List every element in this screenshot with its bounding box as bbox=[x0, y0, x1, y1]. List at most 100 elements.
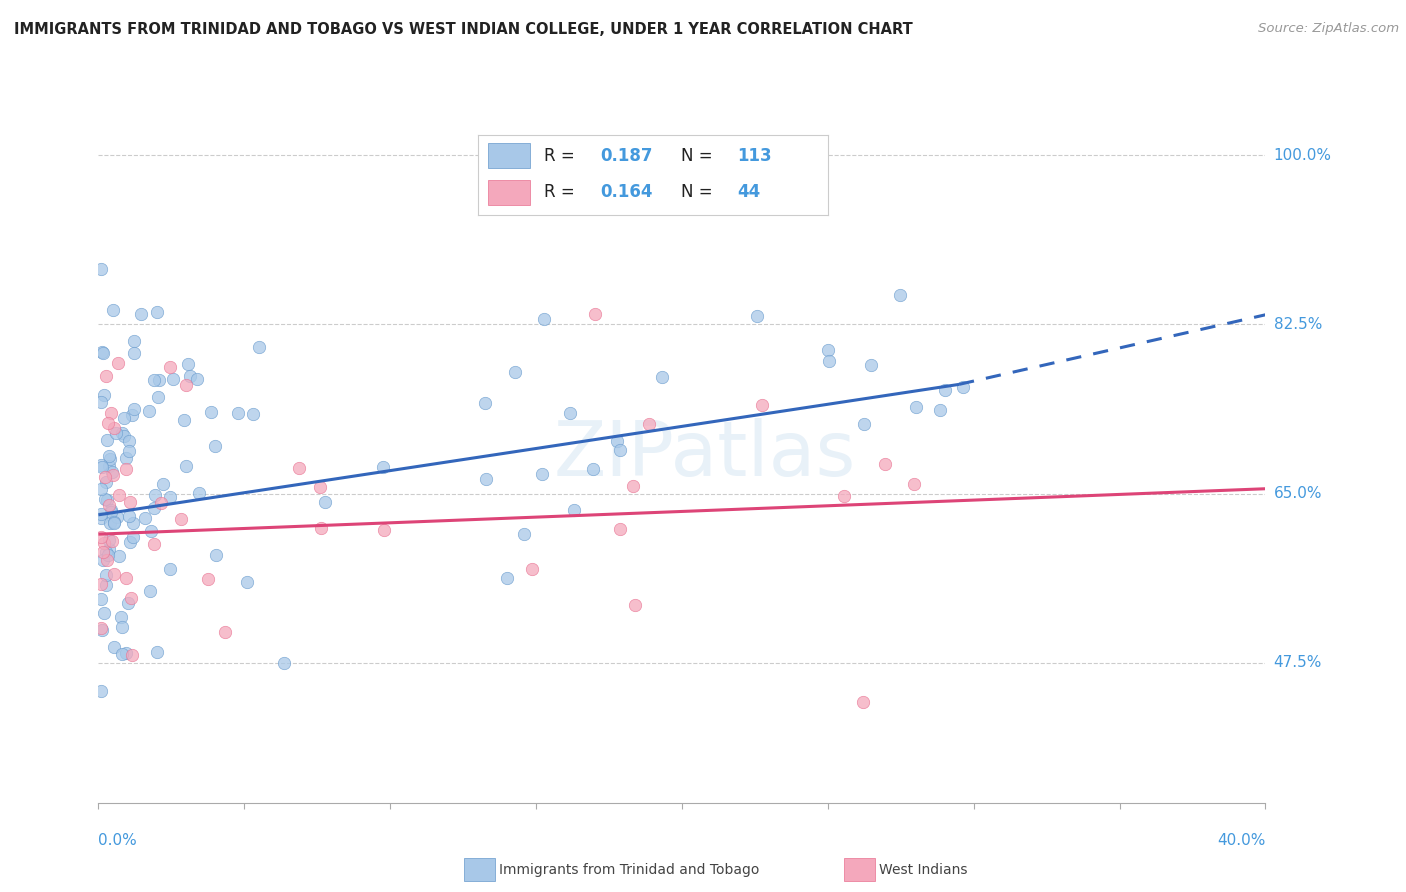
Point bbox=[112, 411, 135, 425]
Point bbox=[122, 345, 145, 359]
Point bbox=[503, 365, 526, 379]
Point bbox=[97, 498, 120, 512]
Point bbox=[624, 598, 647, 612]
Point bbox=[889, 288, 911, 302]
Point bbox=[853, 417, 876, 432]
Point bbox=[93, 536, 115, 550]
Text: Source: ZipAtlas.com: Source: ZipAtlas.com bbox=[1258, 22, 1399, 36]
Point bbox=[94, 475, 117, 490]
Point bbox=[173, 413, 195, 427]
Point bbox=[122, 402, 145, 417]
Point bbox=[288, 461, 311, 475]
Point bbox=[852, 695, 875, 709]
Point bbox=[159, 359, 181, 374]
Text: R =: R = bbox=[544, 146, 581, 165]
Point bbox=[122, 516, 145, 531]
Point bbox=[96, 433, 118, 447]
Point bbox=[103, 421, 125, 435]
Point bbox=[204, 548, 226, 562]
Point bbox=[103, 516, 125, 530]
Point bbox=[226, 406, 249, 420]
Point bbox=[159, 562, 181, 576]
Point bbox=[96, 493, 118, 508]
Point bbox=[875, 457, 897, 471]
Point bbox=[97, 541, 120, 556]
Point bbox=[143, 373, 166, 387]
Point bbox=[105, 509, 128, 524]
Point bbox=[745, 310, 768, 324]
Point bbox=[142, 500, 165, 515]
Point bbox=[817, 353, 839, 368]
Point bbox=[174, 459, 197, 474]
Point bbox=[103, 515, 125, 529]
Point bbox=[605, 434, 627, 448]
Point bbox=[309, 521, 332, 535]
Text: N =: N = bbox=[681, 184, 717, 202]
Point bbox=[96, 578, 118, 592]
Point bbox=[96, 368, 118, 383]
Point bbox=[91, 459, 114, 474]
Point bbox=[751, 398, 773, 412]
Point bbox=[562, 503, 585, 517]
Point bbox=[101, 468, 124, 483]
Point bbox=[308, 480, 330, 494]
Point bbox=[94, 545, 117, 559]
Point bbox=[98, 516, 121, 530]
Point bbox=[101, 534, 124, 549]
Text: West Indians: West Indians bbox=[879, 863, 967, 877]
Point bbox=[513, 527, 536, 541]
Point bbox=[117, 596, 139, 610]
Point bbox=[100, 504, 122, 518]
Point bbox=[139, 583, 162, 598]
Point bbox=[98, 459, 121, 474]
Text: N =: N = bbox=[681, 146, 717, 165]
Text: ZIPatlas: ZIPatlas bbox=[554, 418, 856, 491]
Point bbox=[903, 476, 925, 491]
Text: 82.5%: 82.5% bbox=[1274, 317, 1322, 332]
Point bbox=[90, 684, 112, 698]
Point bbox=[159, 490, 181, 504]
Point bbox=[115, 646, 138, 660]
Point bbox=[90, 623, 112, 637]
Point bbox=[152, 476, 174, 491]
Point bbox=[621, 479, 644, 493]
Point bbox=[495, 571, 517, 585]
Point bbox=[97, 416, 120, 430]
Text: R =: R = bbox=[544, 184, 581, 202]
Point bbox=[121, 648, 143, 663]
Point bbox=[530, 467, 553, 482]
Point bbox=[475, 472, 498, 486]
Point bbox=[115, 450, 138, 465]
Point bbox=[149, 496, 172, 510]
Point bbox=[214, 625, 236, 640]
Point bbox=[141, 524, 163, 539]
Point bbox=[146, 645, 169, 659]
Point bbox=[583, 307, 606, 321]
Text: 44: 44 bbox=[737, 184, 761, 202]
Text: Immigrants from Trinidad and Tobago: Immigrants from Trinidad and Tobago bbox=[499, 863, 759, 877]
Point bbox=[103, 303, 125, 318]
Point bbox=[122, 530, 145, 544]
Point bbox=[120, 535, 142, 549]
Point bbox=[582, 461, 605, 475]
Point bbox=[118, 443, 141, 458]
Text: 100.0%: 100.0% bbox=[1274, 148, 1331, 163]
Point bbox=[651, 370, 673, 384]
Text: 47.5%: 47.5% bbox=[1274, 656, 1322, 670]
Point bbox=[177, 357, 200, 371]
Point bbox=[111, 425, 134, 440]
Point bbox=[533, 311, 555, 326]
Point bbox=[111, 648, 134, 662]
Point bbox=[170, 512, 193, 526]
Point bbox=[108, 488, 131, 502]
Point bbox=[97, 533, 120, 547]
Point bbox=[236, 575, 259, 590]
Point bbox=[93, 606, 115, 620]
Bar bbox=[488, 143, 530, 169]
Point bbox=[860, 358, 883, 372]
Point bbox=[174, 378, 197, 392]
Point bbox=[90, 345, 112, 359]
Point bbox=[129, 307, 152, 321]
Point bbox=[520, 562, 543, 576]
Point bbox=[200, 405, 222, 419]
